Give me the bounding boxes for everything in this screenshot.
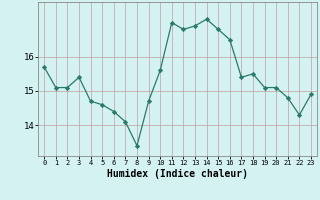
X-axis label: Humidex (Indice chaleur): Humidex (Indice chaleur) xyxy=(107,169,248,179)
